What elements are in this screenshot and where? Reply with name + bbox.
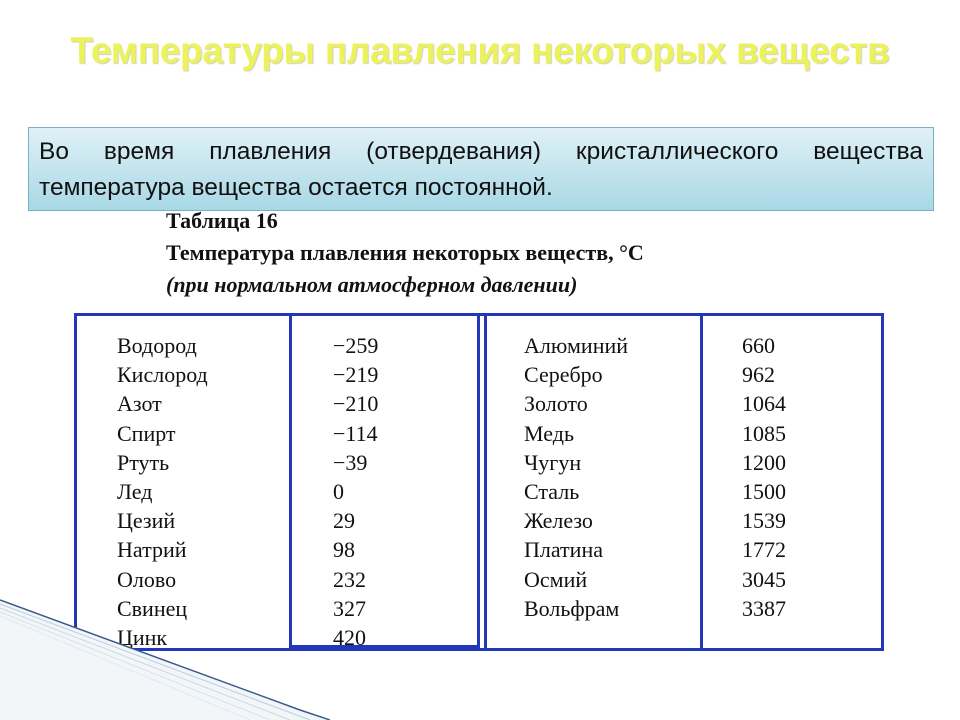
substance-name: Натрий <box>117 537 187 563</box>
info-word: вещества <box>813 138 923 165</box>
info-word: время <box>103 138 175 165</box>
corner-decoration <box>0 599 330 720</box>
table-title: Температура плавления некоторых веществ,… <box>166 240 644 265</box>
table-divider <box>477 316 480 648</box>
right-values-column: 660 962 1064 1085 1200 1500 1539 1772 30… <box>742 331 786 623</box>
info-word: Во <box>39 138 69 165</box>
substance-name: Железо <box>524 508 593 534</box>
melting-value: 3045 <box>742 566 786 592</box>
melting-value: −114 <box>333 420 378 446</box>
melting-value: 1500 <box>742 479 786 505</box>
table-number: Таблица 16 <box>166 208 278 233</box>
melting-value: 98 <box>333 537 355 563</box>
substance-name: Водород <box>117 333 197 358</box>
melting-value: 232 <box>333 566 366 592</box>
melting-value: −219 <box>333 362 379 388</box>
table-note: (при нормальном атмосферном давлении) <box>166 272 578 297</box>
substance-name: Чугун <box>524 449 582 475</box>
melting-value: 1772 <box>742 537 786 563</box>
substance-name: Цезий <box>117 508 176 534</box>
substance-name: Лед <box>117 479 153 505</box>
melting-value: 1085 <box>742 420 786 446</box>
info-word: кристаллического <box>575 138 779 165</box>
substance-name: Вольфрам <box>524 595 620 621</box>
substance-name: Серебро <box>524 362 603 388</box>
info-word: (отвердевания) <box>366 138 541 165</box>
right-names-column: Алюминий Серебро Золото Медь Чугун Сталь… <box>524 331 628 623</box>
melting-value: 420 <box>333 625 366 651</box>
slide-title: Температуры плавления некоторых веществ <box>70 30 890 71</box>
melting-value: 29 <box>333 508 355 534</box>
substance-name: Кислород <box>117 362 208 388</box>
substance-name: Спирт <box>117 420 176 446</box>
melting-value: 1064 <box>742 391 786 417</box>
substance-name: Олово <box>117 566 177 592</box>
melting-value: 962 <box>742 362 775 388</box>
substance-name: Ртуть <box>117 449 170 475</box>
info-box: Во время плавления (отвердевания) криста… <box>28 127 934 211</box>
melting-point-table: Водород Кислород Азот Спирт Ртуть Лед Це… <box>74 313 884 651</box>
table-divider <box>289 645 480 648</box>
table-divider <box>700 316 703 648</box>
info-word: плавления <box>209 138 332 165</box>
melting-value: 3387 <box>742 595 786 621</box>
info-line-2: температура вещества остается постоянной… <box>39 174 553 201</box>
left-values-column: −259 −219 −210 −114 −39 0 29 98 232 327 … <box>333 331 378 652</box>
substance-name: Азот <box>117 391 162 417</box>
substance-name: Алюминий <box>524 333 629 358</box>
substance-name: Медь <box>524 420 574 446</box>
melting-value: 1539 <box>742 508 786 534</box>
melting-value: 0 <box>333 479 344 505</box>
substance-name: Осмий <box>524 566 588 592</box>
info-line-1: Во время плавления (отвердевания) криста… <box>39 134 923 170</box>
table-divider <box>484 316 487 648</box>
melting-value: −39 <box>333 449 368 475</box>
substance-name: Свинец <box>117 595 188 621</box>
left-names-column: Водород Кислород Азот Спирт Ртуть Лед Це… <box>117 331 208 652</box>
table-divider <box>289 316 292 648</box>
melting-value: −259 <box>333 333 379 358</box>
melting-value: 1200 <box>742 449 786 475</box>
melting-value: −210 <box>333 391 379 417</box>
substance-name: Золото <box>524 391 588 417</box>
substance-name: Платина <box>524 537 603 563</box>
substance-name: Сталь <box>524 479 580 505</box>
melting-value: 327 <box>333 595 366 621</box>
melting-value: 660 <box>742 333 775 358</box>
